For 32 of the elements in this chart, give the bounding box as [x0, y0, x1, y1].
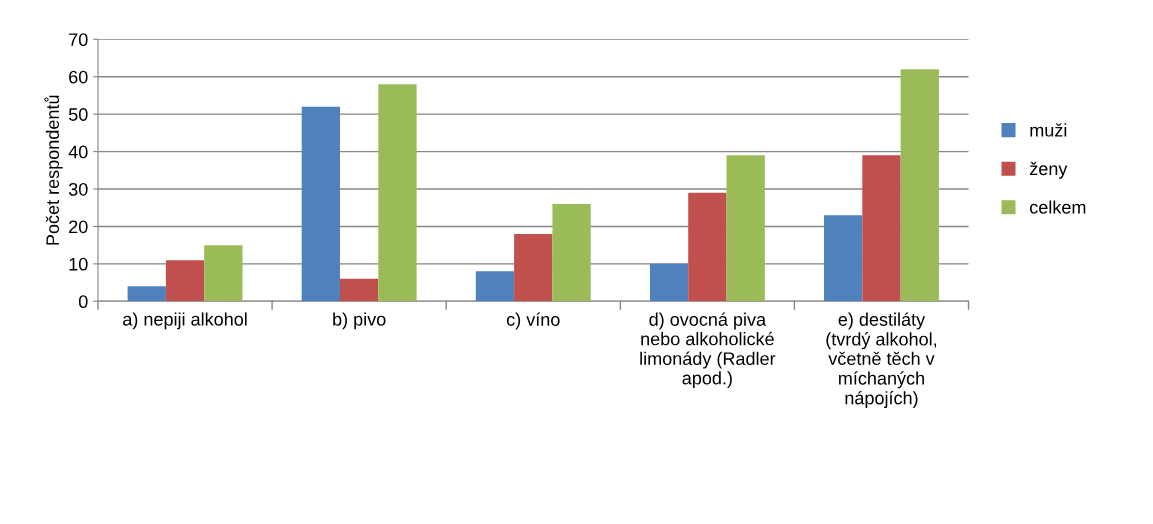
x-tick-label: c) víno	[506, 312, 560, 330]
y-tick-label: 30	[68, 182, 88, 196]
bar	[649, 263, 689, 302]
bar	[127, 286, 166, 302]
x-tick-label: e) destiláty (tvrdý alkohol, včetně těch v míchaných nápojích)	[826, 312, 937, 409]
bar	[514, 233, 553, 302]
y-tick-label: 60	[69, 70, 88, 84]
x-tick-label: b) pivo	[333, 312, 386, 330]
y-tick-label: 40	[68, 145, 88, 159]
bar	[552, 203, 591, 302]
bar	[165, 260, 205, 302]
x-tick-label: d) ovocná piva nebo alkoholické limonády (Radler apod.)	[640, 312, 776, 389]
bar	[301, 106, 341, 302]
bar	[378, 84, 417, 302]
bar	[726, 155, 765, 302]
legend-label: ženy	[1029, 161, 1068, 179]
bar	[900, 69, 939, 302]
legend-label: celkem	[1030, 200, 1086, 214]
bar	[340, 278, 379, 302]
y-tick-label: 0	[78, 295, 88, 309]
y-tick-label: 10	[69, 257, 88, 271]
bar	[688, 192, 727, 302]
bar	[862, 155, 901, 302]
bar	[475, 271, 515, 302]
y-tick-label: 50	[68, 108, 88, 121]
y-tick-label: 20	[69, 220, 88, 234]
x-tick-label: a) nepiji alkohol	[123, 312, 247, 330]
bar	[204, 245, 243, 302]
y-axis-title: Počet respondentů	[44, 95, 63, 245]
bar	[824, 215, 863, 302]
legend-label: muži	[1030, 123, 1067, 137]
y-tick-label: 70	[69, 33, 88, 47]
